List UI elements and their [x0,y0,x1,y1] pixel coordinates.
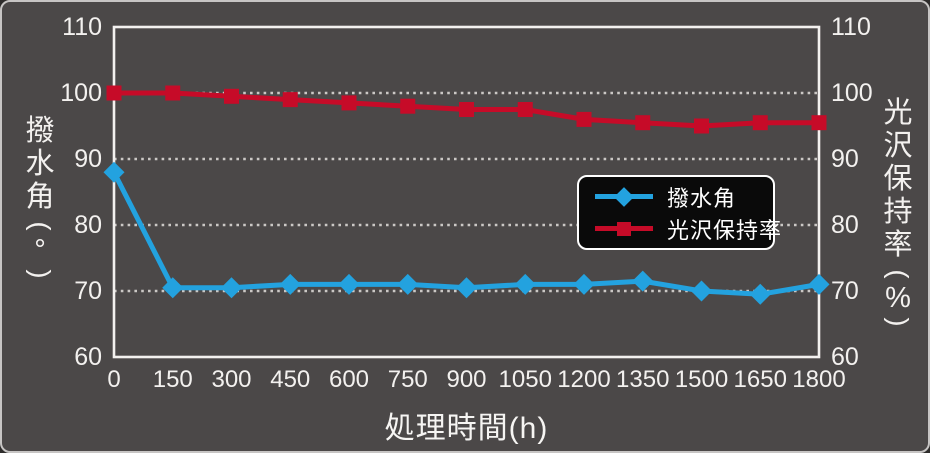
legend-item-kotakuhojiritsu: 光沢保持率 [595,216,781,243]
y-tick-left-110: 110 [62,13,102,41]
marker-diamond-0 [103,161,125,183]
legend-label: 撥水角 [667,185,737,211]
marker-diamond-1050 [514,273,536,295]
marker-square-0 [106,85,122,101]
axis-title-char: ( [883,269,913,279]
x-tick-1350: 1350 [616,366,670,393]
x-tick-750: 750 [387,366,428,393]
y-tick-left-80: 80 [74,211,102,239]
marker-diamond-150 [162,277,184,299]
y-tick-left-70: 70 [74,277,102,305]
y-tick-left-90: 90 [74,145,102,173]
marker-diamond-750 [397,273,419,295]
axis-title-char: 撥 [25,115,55,147]
marker-square-750 [400,98,416,114]
y-tick-right-60: 60 [831,343,859,371]
marker-square-900 [459,102,474,117]
x-tick-600: 600 [328,366,370,393]
axis-title-char: ( [25,221,55,231]
y-axis-right-title: 光沢保持率 (%) [877,97,919,334]
y-tick-left-100: 100 [60,79,102,107]
axis-title-char: ° [34,234,46,266]
y-tick-right-100: 100 [831,79,873,107]
x-tick-900: 900 [446,366,487,393]
plot-frame [112,25,821,359]
marker-diamond-1350 [632,270,654,292]
y-axis-left-title: 撥水角 ( °) [21,115,59,286]
legend-item-hassuikaku: 撥水角 [595,184,773,211]
marker-square-450 [282,92,298,108]
marker-square-1050 [517,102,533,117]
x-tick-1050: 1050 [498,366,552,393]
axis-title-char: 沢 [883,130,913,162]
x-tick-1500: 1500 [674,366,729,393]
marker-square-150 [165,85,181,101]
x-tick-0: 0 [107,366,121,393]
y-tick-right-110: 110 [831,13,871,41]
legend-label: 光沢保持率 [667,217,783,243]
marker-diamond-1200 [573,273,595,295]
y-tick-left-60: 60 [74,343,102,371]
marker-square-600 [341,95,357,111]
marker-diamond-1500 [691,280,712,302]
marker-diamond-1800 [808,273,830,295]
axis-title-char: 率 [883,229,913,261]
marker-diamond-300 [221,277,242,299]
marker-square-1800 [811,115,827,131]
x-tick-1200: 1200 [557,366,611,393]
x-tick-150: 150 [152,366,193,393]
axis-title-char: 持 [883,196,913,228]
legend: 撥水角 光沢保持率 [577,175,781,250]
y-tick-right-80: 80 [831,211,859,239]
axis-title-char: 水 [25,148,55,180]
marker-square-1200 [576,111,592,127]
marker-diamond-1650 [749,283,771,305]
x-tick-1800: 1800 [792,366,846,393]
marker-square-300 [224,88,239,104]
axis-title-char: ) [25,269,55,279]
axis-title-char: 角 [25,181,55,213]
marker-square-1500 [694,118,709,134]
x-tick-1650: 1650 [733,366,787,393]
marker-square-1650 [752,115,768,131]
x-axis-title: 処理時間(h) [384,412,549,445]
marker-diamond-600 [338,273,360,295]
marker-diamond-450 [279,273,301,295]
axis-title-char: 保 [883,163,913,195]
x-tick-450: 450 [270,366,311,393]
marker-diamond-900 [456,277,477,299]
axis-title-char: % [885,282,911,314]
y-tick-right-70: 70 [831,277,859,305]
axis-title-char: ) [883,317,913,327]
axis-title-char: 光 [883,97,913,129]
red-square-line-icon [595,218,653,240]
marker-square-1350 [635,115,651,131]
y-tick-right-90: 90 [831,145,859,173]
blue-diamond-line-icon [595,186,653,208]
x-tick-300: 300 [211,366,252,393]
